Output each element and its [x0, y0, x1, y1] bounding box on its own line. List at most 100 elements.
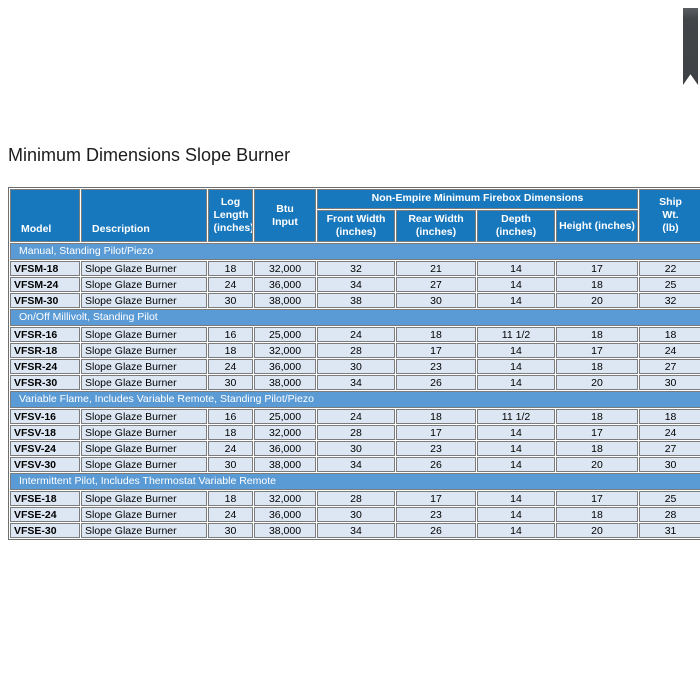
table-row: VFSR-24 Slope Glaze Burner 24 36,000 30 … — [10, 359, 700, 375]
cell-model: VFSR-18 — [10, 343, 80, 359]
section-header-manual: Manual, Standing Pilot/Piezo — [10, 243, 700, 261]
cell-rear-width: 26 — [396, 523, 476, 539]
cell-model: VFSV-24 — [10, 441, 80, 457]
cell-model: VFSM-30 — [10, 293, 80, 309]
cell-ship-wt: 27 — [639, 441, 700, 457]
cell-depth: 11 1/2 — [477, 409, 555, 425]
cell-ship-wt: 28 — [639, 507, 700, 523]
cell-depth: 14 — [477, 359, 555, 375]
cell-log-length: 30 — [208, 523, 253, 539]
header-row-group: Model Description Log Length (inches) Bt… — [10, 189, 700, 243]
cell-front-width: 34 — [317, 375, 395, 391]
cell-description: Slope Glaze Burner — [81, 375, 207, 391]
cell-model: VFSR-30 — [10, 375, 80, 391]
cell-model: VFSE-24 — [10, 507, 80, 523]
cell-log-length: 30 — [208, 457, 253, 473]
cell-description: Slope Glaze Burner — [81, 327, 207, 343]
cell-front-width: 24 — [317, 327, 395, 343]
cell-height: 18 — [556, 277, 639, 293]
cell-btu: 38,000 — [254, 457, 316, 473]
cell-ship-wt: 30 — [639, 375, 700, 391]
cell-rear-width: 26 — [396, 375, 476, 391]
cell-model: VFSM-18 — [10, 261, 80, 277]
table-row: VFSE-24 Slope Glaze Burner 24 36,000 30 … — [10, 507, 700, 523]
cell-log-length: 24 — [208, 441, 253, 457]
cell-btu: 38,000 — [254, 523, 316, 539]
section-header-intermittent: Intermittent Pilot, Includes Thermostat … — [10, 473, 700, 491]
cell-front-width: 28 — [317, 491, 395, 507]
cell-front-width: 24 — [317, 409, 395, 425]
cell-description: Slope Glaze Burner — [81, 523, 207, 539]
section-label: Intermittent Pilot, Includes Thermostat … — [10, 473, 700, 491]
cell-height: 18 — [556, 441, 639, 457]
cell-description: Slope Glaze Burner — [81, 425, 207, 441]
table-row: VFSM-24 Slope Glaze Burner 24 36,000 34 … — [10, 277, 700, 293]
cell-front-width: 30 — [317, 441, 395, 457]
cell-front-width: 28 — [317, 425, 395, 441]
cell-depth: 14 — [477, 507, 555, 523]
cell-description: Slope Glaze Burner — [81, 261, 207, 277]
cell-depth: 11 1/2 — [477, 327, 555, 343]
cell-height: 20 — [556, 375, 639, 391]
cell-height: 20 — [556, 293, 639, 309]
cell-height: 18 — [556, 327, 639, 343]
bookmark-ribbon-icon — [683, 8, 698, 85]
cell-height: 18 — [556, 359, 639, 375]
cell-ship-wt: 30 — [639, 457, 700, 473]
page-title: Minimum Dimensions Slope Burner — [8, 145, 291, 165]
cell-depth: 14 — [477, 491, 555, 507]
cell-model: VFSR-24 — [10, 359, 80, 375]
col-header-front-width: Front Width (inches) — [317, 210, 395, 243]
cell-model: VFSV-16 — [10, 409, 80, 425]
cell-rear-width: 23 — [396, 441, 476, 457]
cell-front-width: 30 — [317, 507, 395, 523]
cell-rear-width: 18 — [396, 409, 476, 425]
cell-height: 18 — [556, 409, 639, 425]
table-row: VFSV-18 Slope Glaze Burner 18 32,000 28 … — [10, 425, 700, 441]
cell-log-length: 24 — [208, 359, 253, 375]
cell-btu: 36,000 — [254, 507, 316, 523]
cell-log-length: 16 — [208, 327, 253, 343]
cell-btu: 32,000 — [254, 425, 316, 441]
cell-height: 20 — [556, 457, 639, 473]
cell-rear-width: 17 — [396, 425, 476, 441]
cell-depth: 14 — [477, 343, 555, 359]
cell-height: 20 — [556, 523, 639, 539]
cell-rear-width: 21 — [396, 261, 476, 277]
cell-btu: 36,000 — [254, 359, 316, 375]
header-row-sub: Front Width (inches) Rear Width (inches)… — [10, 210, 700, 243]
cell-front-width: 34 — [317, 277, 395, 293]
cell-model: VFSE-30 — [10, 523, 80, 539]
cell-description: Slope Glaze Burner — [81, 409, 207, 425]
cell-depth: 14 — [477, 441, 555, 457]
cell-front-width: 32 — [317, 261, 395, 277]
section-header-variable-flame: Variable Flame, Includes Variable Remote… — [10, 391, 700, 409]
col-header-model: Model — [10, 189, 80, 243]
section-header-millivolt: On/Off Millivolt, Standing Pilot — [10, 309, 700, 327]
cell-rear-width: 17 — [396, 491, 476, 507]
cell-btu: 32,000 — [254, 343, 316, 359]
cell-model: VFSE-18 — [10, 491, 80, 507]
section-label: On/Off Millivolt, Standing Pilot — [10, 309, 700, 327]
cell-btu: 38,000 — [254, 375, 316, 391]
cell-depth: 14 — [477, 375, 555, 391]
spec-table: Model Description Log Length (inches) Bt… — [8, 187, 700, 541]
table-row: VFSR-30 Slope Glaze Burner 30 38,000 34 … — [10, 375, 700, 391]
cell-ship-wt: 31 — [639, 523, 700, 539]
cell-rear-width: 23 — [396, 507, 476, 523]
cell-description: Slope Glaze Burner — [81, 359, 207, 375]
col-header-height: Height (inches) — [556, 210, 639, 243]
section-label: Manual, Standing Pilot/Piezo — [10, 243, 700, 261]
table-row: VFSR-16 Slope Glaze Burner 16 25,000 24 … — [10, 327, 700, 343]
cell-btu: 25,000 — [254, 409, 316, 425]
cell-ship-wt: 22 — [639, 261, 700, 277]
cell-rear-width: 18 — [396, 327, 476, 343]
cell-log-length: 30 — [208, 375, 253, 391]
cell-depth: 14 — [477, 277, 555, 293]
col-header-description: Description — [81, 189, 207, 243]
cell-log-length: 18 — [208, 343, 253, 359]
cell-front-width: 38 — [317, 293, 395, 309]
cell-height: 17 — [556, 425, 639, 441]
cell-depth: 14 — [477, 425, 555, 441]
cell-btu: 38,000 — [254, 293, 316, 309]
